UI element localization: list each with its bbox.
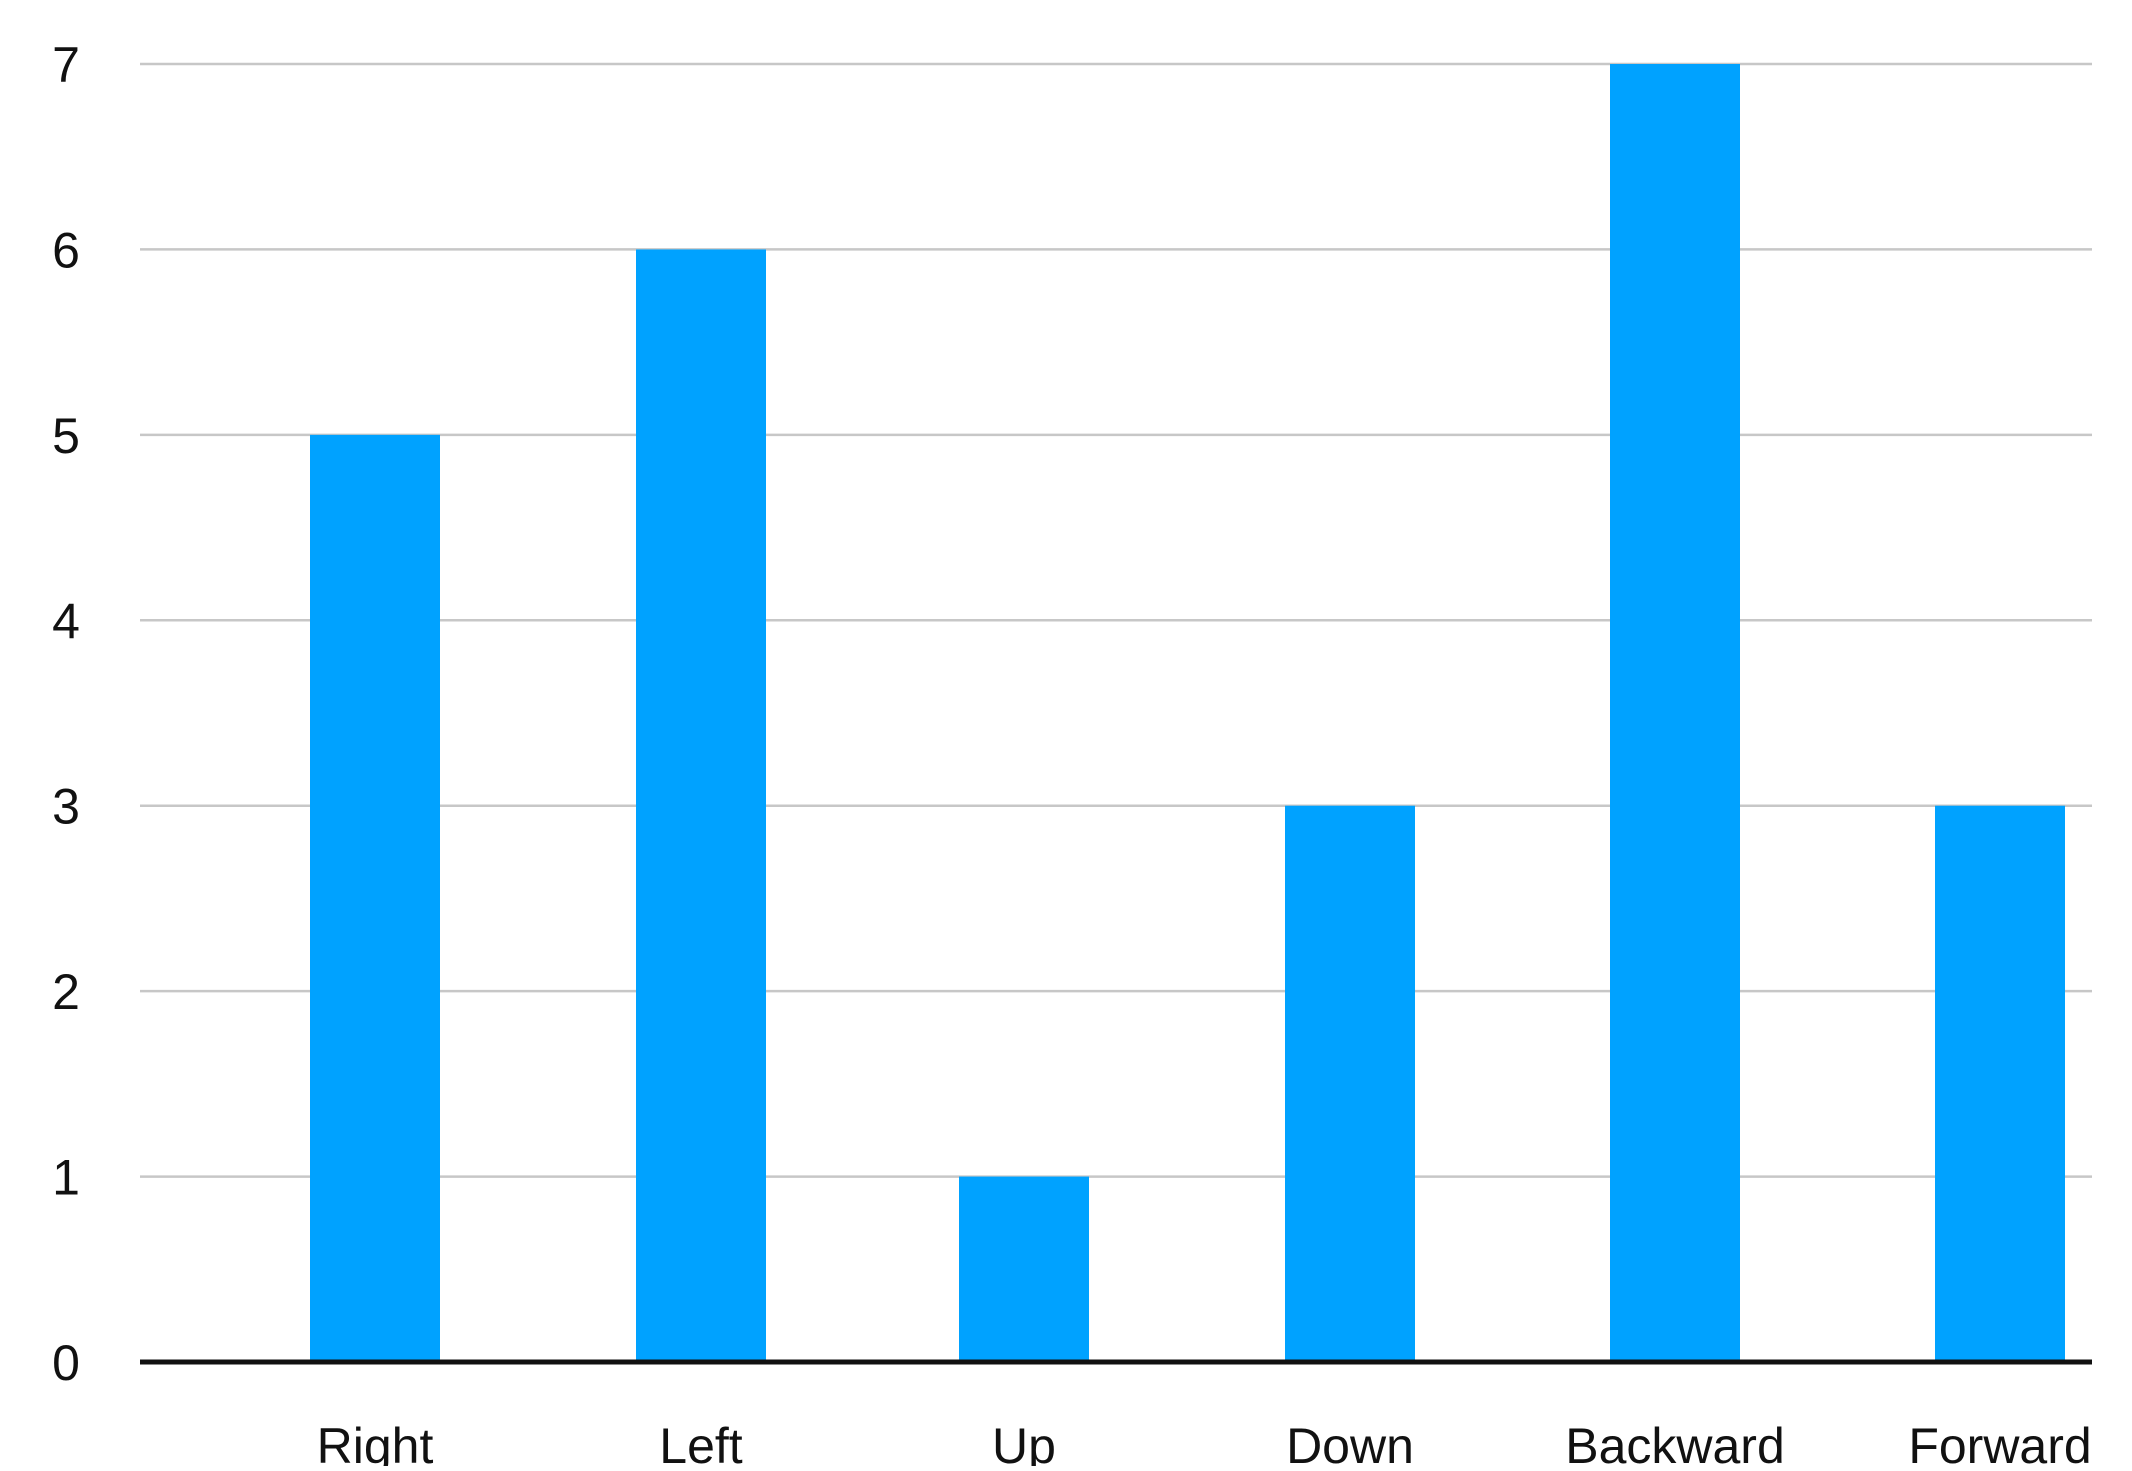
- y-tick-label: 3: [52, 779, 80, 835]
- y-tick-label: 1: [52, 1150, 80, 1206]
- bar-forward: [1935, 805, 2065, 1362]
- y-tick-label: 0: [52, 1335, 80, 1391]
- bar-backward: [1610, 64, 1740, 1362]
- y-tick-label: 6: [52, 222, 80, 278]
- y-tick-label: 4: [52, 593, 80, 649]
- y-tick-label: 7: [52, 37, 80, 93]
- x-tick-label-forward: Forward: [1908, 1418, 2091, 1466]
- x-tick-label-up: Up: [992, 1418, 1056, 1466]
- y-tick-label: 2: [52, 964, 80, 1020]
- x-tick-label-left: Left: [659, 1418, 743, 1466]
- bar-left: [636, 249, 766, 1362]
- bars: [310, 64, 2065, 1362]
- y-axis-ticks: 0 1 2 3 4 5 6 7: [52, 37, 80, 1391]
- gridlines: [140, 62, 2092, 1178]
- bar-up: [959, 1176, 1089, 1362]
- x-tick-label-down: Down: [1286, 1418, 1414, 1466]
- bar-right: [310, 434, 440, 1362]
- x-tick-label-backward: Backward: [1565, 1418, 1785, 1466]
- x-tick-label-right: Right: [317, 1418, 434, 1466]
- x-axis-ticks: Right Left Up Down Backward Forward: [317, 1418, 2092, 1471]
- y-tick-label: 5: [52, 408, 80, 464]
- bar-down: [1285, 805, 1415, 1362]
